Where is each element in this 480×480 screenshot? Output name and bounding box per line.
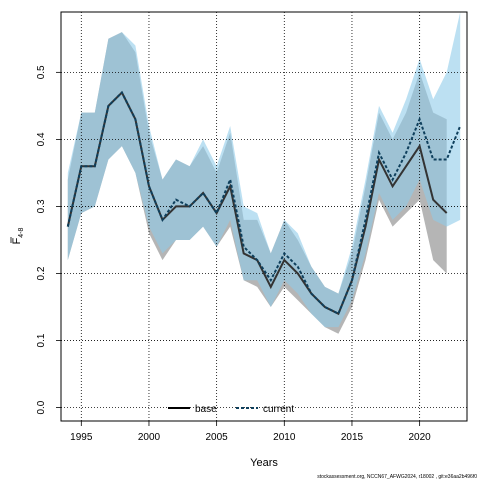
y-axis-title-main: F — [11, 237, 23, 244]
x-axis: 1995 2000 2005 2010 2015 2020 — [70, 421, 431, 443]
x-tick-label: 2015 — [341, 432, 364, 443]
y-tick-label: 0.5 — [36, 65, 47, 79]
y-axis-title: F4-8 — [10, 227, 25, 244]
y-axis-title-subscript: 4-8 — [18, 227, 25, 237]
y-tick-label: 0.2 — [36, 266, 47, 280]
y-tick-label: 0.3 — [36, 199, 47, 213]
legend-label-base: base — [195, 404, 217, 415]
grid-lines — [61, 12, 467, 421]
plot-frame — [60, 11, 468, 422]
x-tick-label: 2010 — [273, 432, 296, 443]
x-tick-label: 2005 — [206, 432, 229, 443]
legend-label-current: current — [263, 404, 294, 415]
y-axis: 0.0 0.1 0.2 0.3 0.4 0.5 — [36, 65, 61, 415]
legend: base current — [168, 404, 294, 415]
x-tick-label: 2020 — [409, 432, 432, 443]
y-tick-label: 0.1 — [36, 333, 47, 347]
x-tick-label: 2000 — [138, 432, 161, 443]
x-tick-label: 1995 — [70, 432, 93, 443]
source-footnote: stockassessment.org, NCCN67_AFWG2024, r1… — [317, 474, 477, 480]
confidence-band-current — [67, 12, 461, 328]
x-axis-title: Years — [250, 457, 278, 469]
y-tick-label: 0.4 — [36, 132, 47, 146]
y-tick-label: 0.0 — [36, 400, 47, 414]
series-line-current — [66, 90, 462, 316]
series-lines — [66, 90, 462, 316]
svg-text:F4-8: F4-8 — [11, 227, 25, 244]
